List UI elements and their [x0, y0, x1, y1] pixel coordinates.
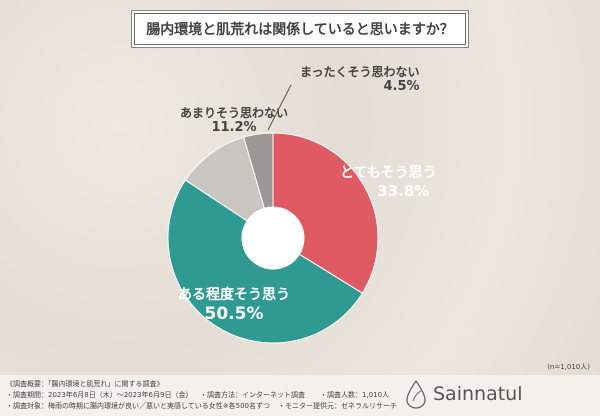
- leader-line: [267, 84, 292, 131]
- drop-icon: [406, 379, 426, 409]
- survey-method: ・調査方法：インターネット調査: [200, 391, 305, 399]
- label-very-much: とてもそう思う 33.8%: [340, 165, 437, 200]
- value-label: 4.5%: [383, 79, 420, 95]
- donut-hole: [242, 207, 304, 269]
- category-label: まったくそう思わない: [300, 65, 420, 79]
- brand-name: Sainnatul: [433, 383, 523, 405]
- label-somewhat: ある程度そう思う 50.5%: [178, 287, 290, 324]
- survey-overview: 《調査概要：「腸内環境と肌荒れ」に関する調査》: [6, 380, 164, 388]
- survey-provider: ・モニター提供元：ゼネラルリサーチ: [278, 402, 397, 410]
- category-label: とてもそう思う: [340, 165, 437, 181]
- sample-size: (n=1,010人): [547, 363, 590, 371]
- value-label: 50.5%: [204, 303, 264, 324]
- label-not-at-all: まったくそう思わない 4.5%: [300, 65, 420, 95]
- survey-count: ・調査人数：1,010人: [320, 391, 390, 399]
- chart-title: 腸内環境と肌荒れは関係していると思いますか？: [134, 13, 466, 45]
- brand-logo: Sainnatul: [405, 379, 522, 409]
- value-label: 11.2%: [211, 120, 257, 136]
- value-label: 33.8%: [377, 181, 430, 200]
- category-label: あまりそう思わない: [180, 106, 289, 120]
- footer: 《調査概要：「腸内環境と肌荒れ」に関する調査》 ・調査期間：2023年6月8日（…: [0, 375, 600, 416]
- category-label: ある程度そう思う: [178, 287, 290, 303]
- survey-target: ・調査対象：梅雨の時期に腸内環境が良い／悪いと実感している女性※各500名ずつ: [6, 402, 271, 410]
- label-not-much: あまりそう思わない 11.2%: [180, 106, 288, 136]
- survey-period: ・調査期間：2023年6月8日（木）～2023年6月9日（金）: [6, 391, 193, 399]
